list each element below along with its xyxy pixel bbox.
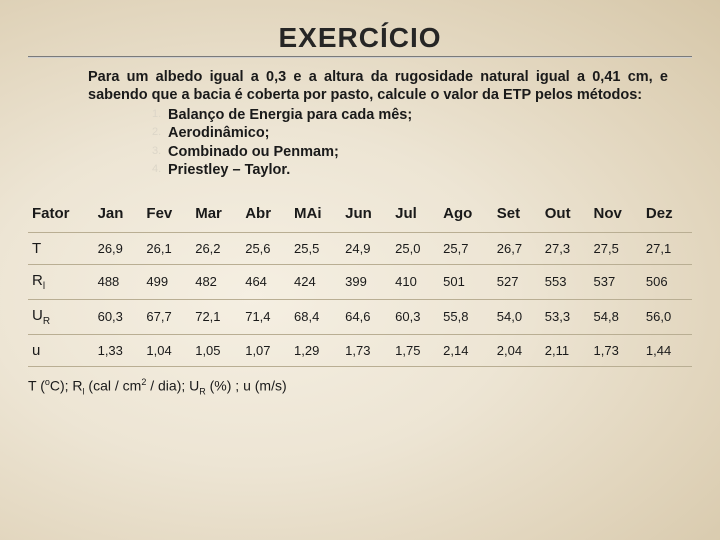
col-header: Abr [241,195,290,233]
data-cell: 488 [94,264,143,299]
data-cell: 506 [642,264,692,299]
data-cell: 25,0 [391,232,439,264]
footnote-text: C); R [50,377,83,393]
table-row: T26,926,126,225,625,524,925,025,726,727,… [28,232,692,264]
col-header: Ago [439,195,493,233]
data-cell: 53,3 [541,299,590,334]
data-cell: 482 [191,264,241,299]
data-cell: 25,5 [290,232,341,264]
data-cell: 25,7 [439,232,493,264]
intro-text: Para um albedo igual a 0,3 e a altura da… [88,68,668,104]
data-cell: 60,3 [94,299,143,334]
data-cell: 26,1 [142,232,191,264]
table-header-row: Fator Jan Fev Mar Abr MAi Jun Jul Ago Se… [28,195,692,233]
title-underline [28,56,692,58]
data-cell: 464 [241,264,290,299]
data-table: Fator Jan Fev Mar Abr MAi Jun Jul Ago Se… [28,195,692,367]
data-cell: 60,3 [391,299,439,334]
data-cell: 553 [541,264,590,299]
list-item: Priestley – Taylor. [152,161,668,179]
col-header: Dez [642,195,692,233]
slide-title: EXERCÍCIO [28,22,692,54]
data-cell: 501 [439,264,493,299]
footnote-text: / dia); U [146,377,199,393]
data-cell: 1,44 [642,334,692,366]
col-header: Out [541,195,590,233]
list-item: Aerodinâmico; [152,124,668,142]
data-cell: 64,6 [341,299,391,334]
data-cell: 67,7 [142,299,191,334]
table-row: UR60,367,772,171,468,464,660,355,854,053… [28,299,692,334]
data-cell: 410 [391,264,439,299]
data-cell: 27,1 [642,232,692,264]
data-cell: 56,0 [642,299,692,334]
col-header: Mar [191,195,241,233]
data-cell: 2,14 [439,334,493,366]
data-cell: 72,1 [191,299,241,334]
data-cell: 55,8 [439,299,493,334]
data-cell: 71,4 [241,299,290,334]
data-cell: 499 [142,264,191,299]
data-cell: 1,75 [391,334,439,366]
factor-cell: UR [28,299,94,334]
data-cell: 26,9 [94,232,143,264]
footnote-text: (%) ; u (m/s) [206,377,287,393]
data-cell: 1,73 [590,334,642,366]
footnote-text: T ( [28,377,45,393]
data-cell: 424 [290,264,341,299]
intro-block: Para um albedo igual a 0,3 e a altura da… [88,68,668,179]
data-cell: 527 [493,264,541,299]
table-row: u1,331,041,051,071,291,731,752,142,042,1… [28,334,692,366]
data-cell: 1,04 [142,334,191,366]
col-header: Fator [28,195,94,233]
slide: EXERCÍCIO Para um albedo igual a 0,3 e a… [0,0,720,540]
data-cell: 26,2 [191,232,241,264]
col-header: Jan [94,195,143,233]
data-cell: 68,4 [290,299,341,334]
data-cell: 1,29 [290,334,341,366]
data-cell: 399 [341,264,391,299]
table-body: T26,926,126,225,625,524,925,025,726,727,… [28,232,692,366]
data-cell: 54,8 [590,299,642,334]
col-header: Set [493,195,541,233]
table-row: Rl488499482464424399410501527553537506 [28,264,692,299]
footnote-text: (cal / cm [85,377,142,393]
data-cell: 2,04 [493,334,541,366]
method-list: Balanço de Energia para cada mês; Aerodi… [112,106,668,179]
data-cell: 25,6 [241,232,290,264]
data-cell: 537 [590,264,642,299]
data-cell: 24,9 [341,232,391,264]
factor-cell: Rl [28,264,94,299]
data-cell: 27,5 [590,232,642,264]
col-header: Fev [142,195,191,233]
list-item: Combinado ou Penmam; [152,143,668,161]
list-item: Balanço de Energia para cada mês; [152,106,668,124]
col-header: Jun [341,195,391,233]
data-cell: 1,73 [341,334,391,366]
factor-cell: u [28,334,94,366]
col-header: Nov [590,195,642,233]
data-cell: 27,3 [541,232,590,264]
factor-cell: T [28,232,94,264]
data-cell: 1,33 [94,334,143,366]
data-cell: 2,11 [541,334,590,366]
col-header: MAi [290,195,341,233]
col-header: Jul [391,195,439,233]
footnote: T (oC); Rl (cal / cm2 / dia); UR (%) ; u… [28,377,692,396]
data-cell: 1,05 [191,334,241,366]
data-cell: 26,7 [493,232,541,264]
data-cell: 1,07 [241,334,290,366]
data-cell: 54,0 [493,299,541,334]
